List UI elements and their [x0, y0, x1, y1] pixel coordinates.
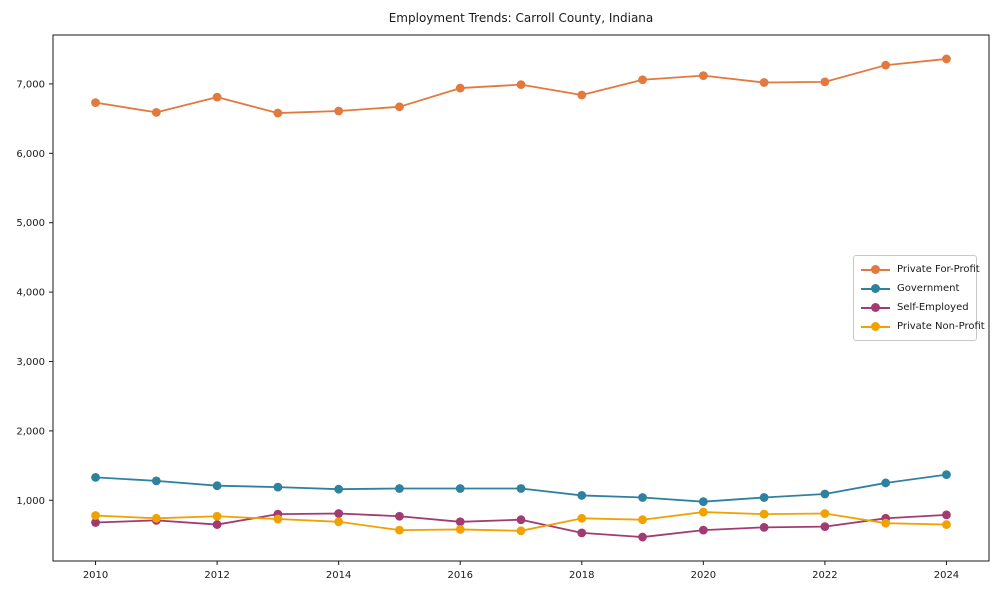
series-point-private-for-profit	[942, 54, 951, 64]
series-point-government	[395, 484, 404, 493]
series-point-private-for-profit	[212, 92, 222, 102]
legend-label: Private For-Profit	[897, 264, 980, 275]
x-tick-label: 2018	[569, 570, 594, 581]
y-tick-label: 2,000	[16, 426, 45, 437]
legend-item-private-for-profit: Private For-Profit	[861, 263, 980, 277]
series-point-government	[91, 472, 100, 482]
series-point-government	[759, 493, 769, 502]
series-point-private-non-profit	[395, 525, 404, 535]
series-point-private-non-profit	[212, 511, 222, 521]
legend-marker-icon	[861, 321, 890, 332]
series-point-private-for-profit	[455, 83, 465, 93]
series-point-self-employed	[91, 518, 100, 527]
series-point-government	[151, 476, 161, 486]
series-point-self-employed	[395, 511, 404, 521]
y-tick-label: 6,000	[16, 149, 45, 160]
series-point-self-employed	[212, 520, 222, 529]
series-point-private-non-profit	[91, 511, 100, 520]
series-point-government	[881, 478, 891, 488]
y-tick-label: 5,000	[16, 218, 45, 229]
legend-item-self-employed: Self-Employed	[861, 301, 969, 315]
series-point-private-for-profit	[698, 71, 708, 80]
series-point-private-for-profit	[516, 80, 526, 90]
series-point-self-employed	[638, 532, 647, 542]
series-point-government	[820, 489, 830, 499]
series-point-self-employed	[455, 517, 465, 527]
series-point-government	[273, 482, 283, 492]
series-point-self-employed	[942, 510, 951, 520]
series-point-self-employed	[516, 515, 526, 525]
series-point-private-for-profit	[273, 108, 283, 118]
x-tick-label: 2020	[691, 570, 716, 581]
x-tick-label: 2012	[204, 570, 229, 581]
series-point-self-employed	[334, 509, 344, 518]
y-tick-label: 3,000	[16, 357, 45, 368]
series-point-private-for-profit	[91, 98, 100, 108]
series-point-government	[334, 484, 344, 494]
series-point-private-for-profit	[759, 78, 769, 87]
x-tick-label: 2024	[934, 570, 959, 581]
series-point-government	[942, 470, 951, 480]
series-point-government	[455, 484, 465, 493]
y-tick-label: 4,000	[16, 288, 45, 299]
x-tick-label: 2022	[812, 570, 837, 581]
series-point-private-non-profit	[881, 518, 891, 528]
series-point-private-for-profit	[881, 60, 891, 70]
series-point-private-for-profit	[151, 107, 161, 117]
series-point-private-non-profit	[942, 520, 951, 529]
series-point-private-non-profit	[638, 515, 647, 525]
series-point-private-non-profit	[455, 525, 465, 534]
series-point-private-for-profit	[820, 77, 830, 87]
series-point-private-for-profit	[395, 102, 404, 112]
x-tick-label: 2014	[326, 570, 351, 581]
series-point-private-non-profit	[334, 517, 344, 527]
legend-item-private-non-profit: Private Non-Profit	[861, 320, 985, 334]
series-point-self-employed	[759, 522, 769, 532]
series-point-private-non-profit	[151, 513, 161, 523]
plot-border	[52, 34, 990, 562]
legend-marker-icon	[861, 283, 890, 294]
chart-title: Employment Trends: Carroll County, India…	[388, 11, 654, 25]
legend-label: Self-Employed	[897, 302, 969, 313]
series-point-government	[638, 493, 647, 502]
series-point-private-non-profit	[577, 513, 587, 523]
series-point-government	[577, 491, 587, 500]
series-point-private-for-profit	[334, 106, 344, 116]
series-point-private-non-profit	[516, 526, 526, 536]
series-point-government	[698, 497, 708, 507]
series-point-self-employed	[820, 522, 830, 532]
legend: Private For-Profit Government Self-Employe…	[853, 255, 985, 341]
legend-marker-icon	[861, 302, 890, 313]
series-point-self-employed	[577, 528, 587, 538]
legend-label: Government	[897, 283, 960, 294]
x-tick-label: 2016	[447, 570, 472, 581]
x-tick-label: 2010	[83, 570, 108, 581]
y-tick-label: 1,000	[16, 496, 45, 507]
series-point-private-non-profit	[698, 507, 708, 517]
series-point-self-employed	[698, 525, 708, 535]
legend-item-government: Government	[861, 282, 969, 296]
series-point-government	[516, 484, 526, 493]
legend-label: Private Non-Profit	[897, 321, 985, 332]
series-point-private-for-profit	[577, 90, 587, 100]
y-tick-label: 7,000	[16, 79, 45, 90]
legend-marker-icon	[861, 264, 890, 275]
series-point-private-non-profit	[273, 514, 283, 524]
series-point-government	[212, 481, 222, 491]
series-point-private-non-profit	[820, 509, 830, 518]
series-point-private-non-profit	[759, 509, 769, 519]
series-point-private-for-profit	[638, 75, 647, 85]
